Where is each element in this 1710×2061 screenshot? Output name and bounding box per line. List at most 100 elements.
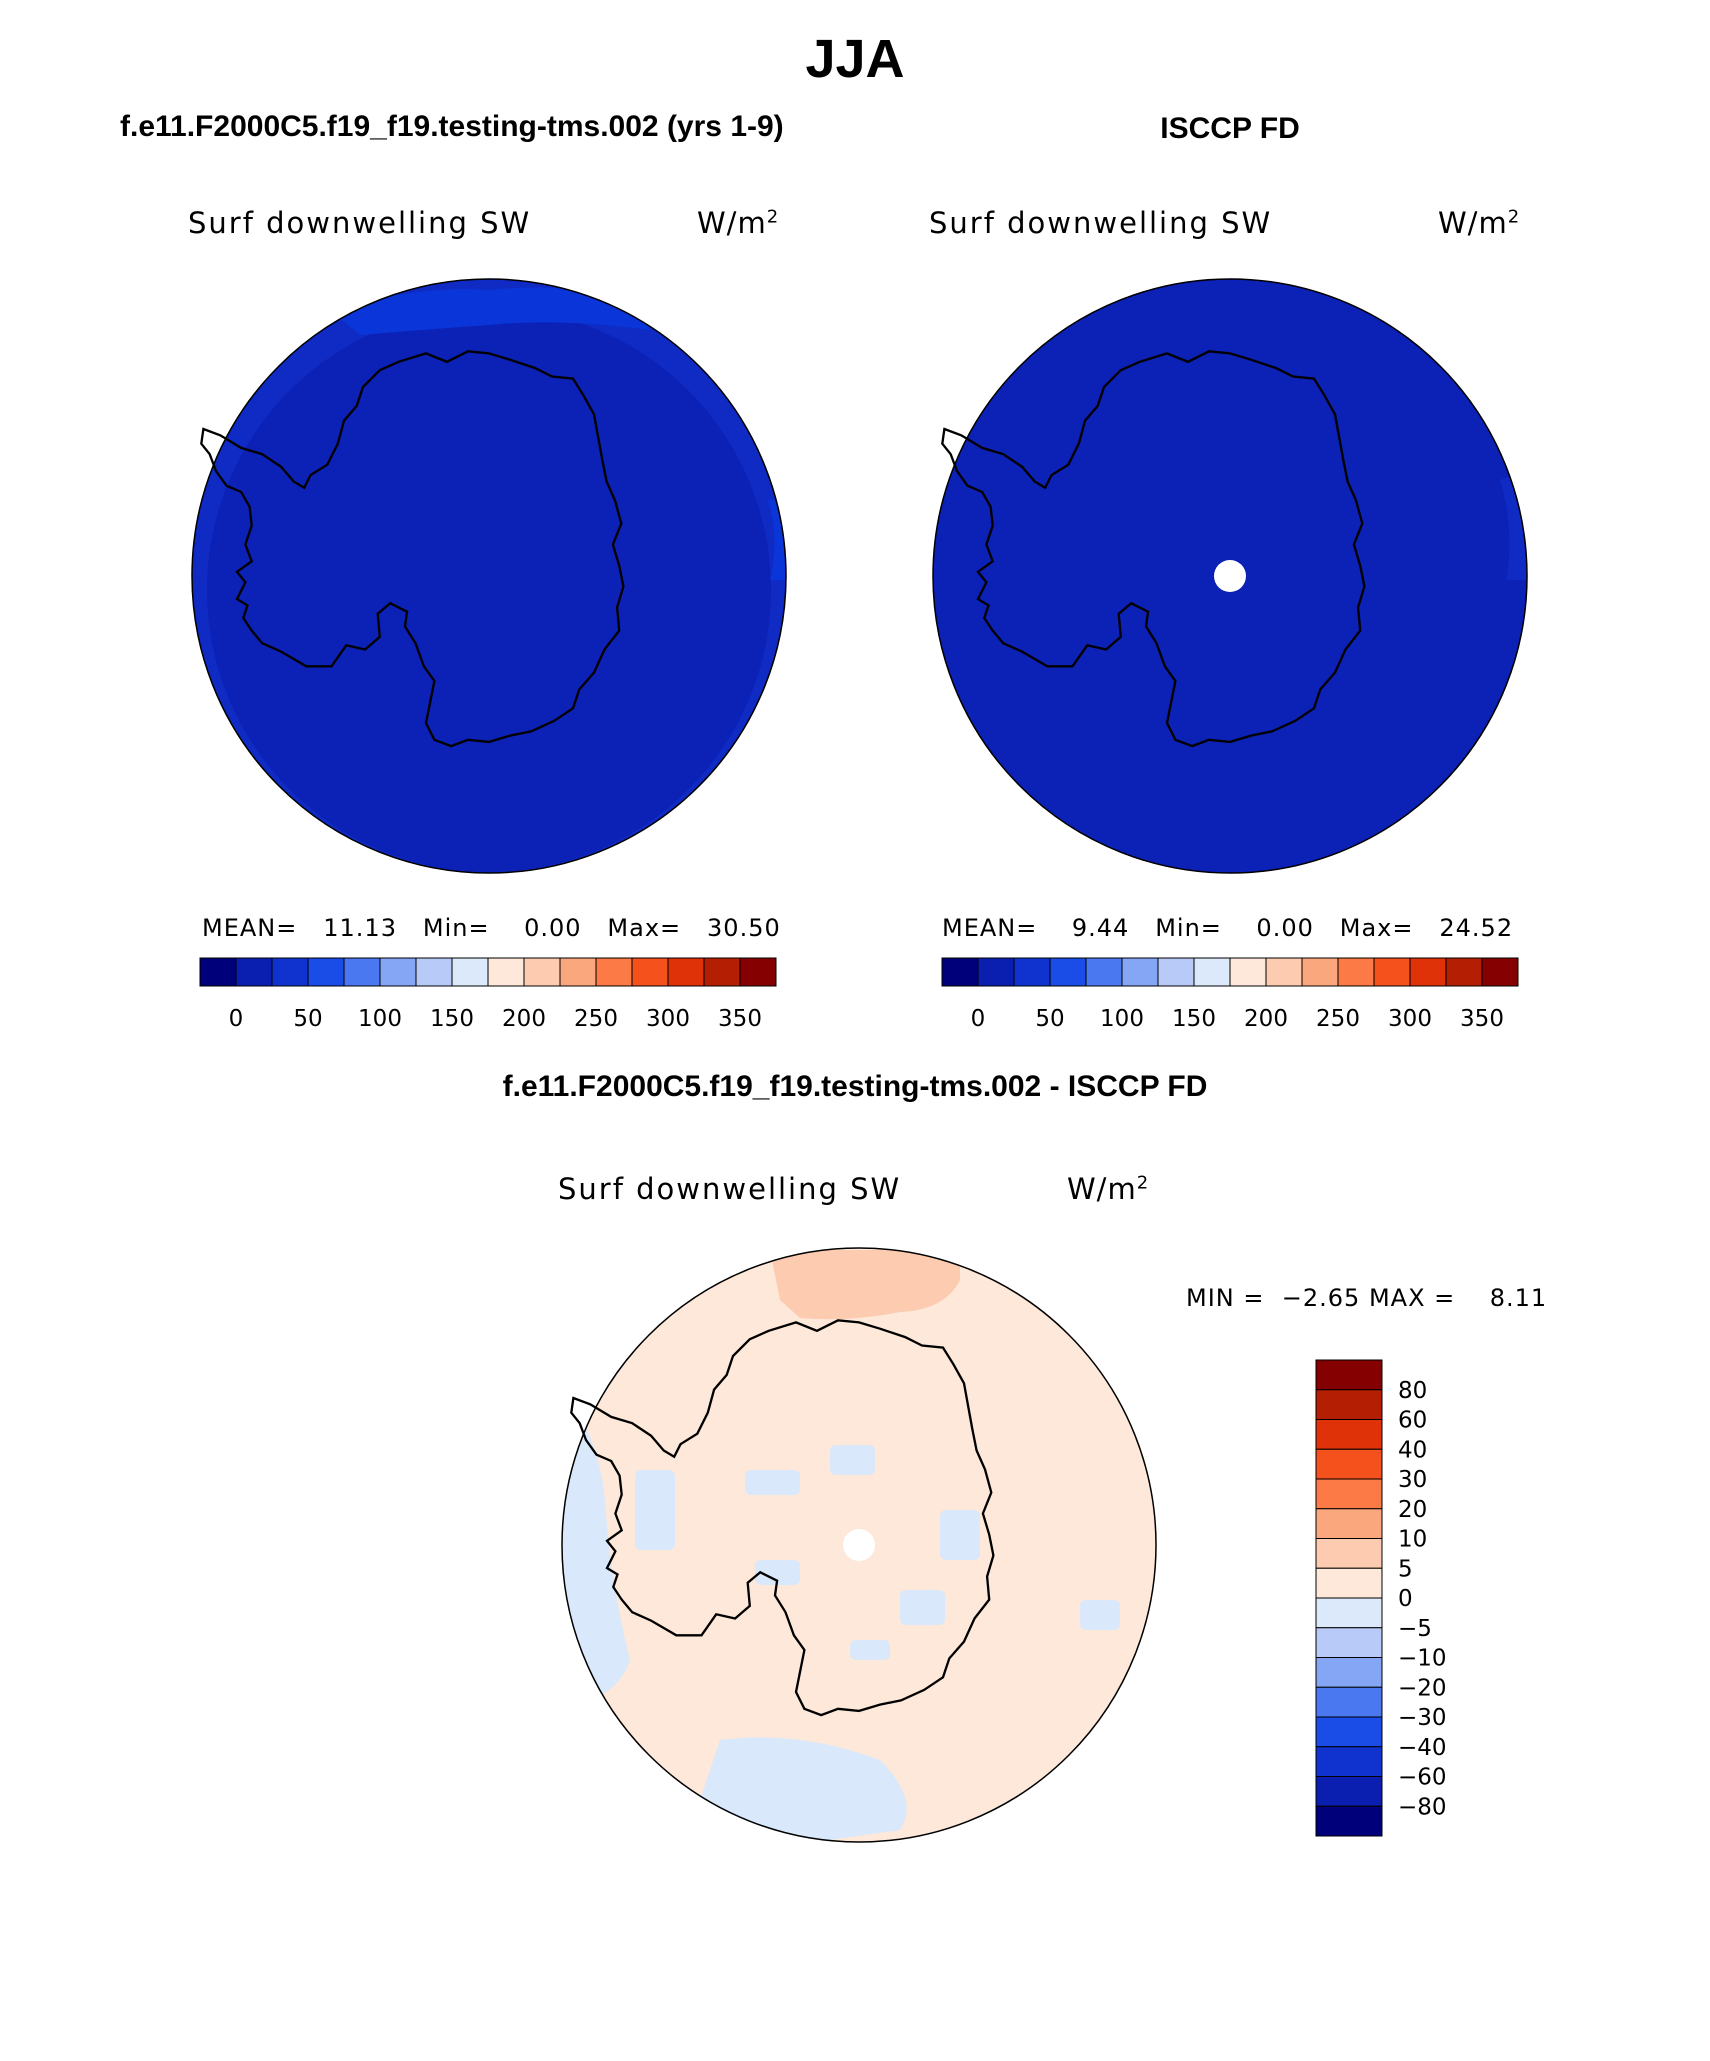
model-colorbar-tick-7: 350 xyxy=(718,1006,762,1032)
diff-variable-label: Surf downwelling SW xyxy=(558,1172,902,1206)
obs-max-label: Max= xyxy=(1339,914,1414,942)
diff-colorbar-tick-9: −10 xyxy=(1398,1646,1447,1672)
diff-colorbar-box-6 xyxy=(1315,1538,1383,1569)
obs-colorbar-box-15 xyxy=(1481,957,1519,987)
obs-colorbar-tick-6: 300 xyxy=(1388,1006,1432,1032)
obs-colorbar-tick-4: 200 xyxy=(1244,1006,1288,1032)
obs-units-label: W/m2 xyxy=(1438,206,1521,240)
diff-colorbar-box-4 xyxy=(1315,1478,1383,1510)
model-min-label: Min= xyxy=(422,914,490,942)
obs-map-border xyxy=(932,278,1528,874)
diff-max-label: MAX = xyxy=(1368,1284,1456,1312)
obs-colorbar-box-5 xyxy=(1121,957,1159,987)
diff-colorbar-box-8 xyxy=(1315,1597,1383,1629)
diff-colorbar-tick-6: 5 xyxy=(1398,1556,1413,1582)
obs-colorbar-tick-3: 150 xyxy=(1172,1006,1216,1032)
model-colorbar-tick-2: 100 xyxy=(358,1006,402,1032)
diff-colorbar-box-0 xyxy=(1315,1359,1383,1391)
diff-colorbar-tick-11: −30 xyxy=(1398,1705,1447,1731)
model-map-border xyxy=(191,278,787,874)
model-min-value: 0.00 xyxy=(524,914,582,942)
model-colorbar-box-8 xyxy=(487,957,525,987)
obs-colorbar-tick-7: 350 xyxy=(1460,1006,1504,1032)
obs-panel-title: ISCCP FD xyxy=(1160,112,1300,145)
model-colorbar-box-1 xyxy=(235,957,273,987)
diff-neg-patch-5 xyxy=(900,1590,945,1625)
figure-title: JJA xyxy=(805,29,905,89)
diff-colorbar-tick-4: 20 xyxy=(1398,1497,1427,1523)
diff-colorbar-tick-13: −60 xyxy=(1398,1765,1447,1791)
model-units-label: W/m2 xyxy=(697,206,780,240)
obs-colorbar-box-6 xyxy=(1157,957,1195,987)
model-max-value: 30.50 xyxy=(707,914,781,942)
diff-max-value: 8.11 xyxy=(1489,1284,1548,1312)
diff-colorbar-box-3 xyxy=(1315,1448,1383,1480)
model-colorbar-box-7 xyxy=(451,957,489,987)
obs-colorbar-box-12 xyxy=(1373,957,1411,987)
diff-colorbar-box-5 xyxy=(1315,1508,1383,1539)
model-map-field xyxy=(207,308,771,872)
model-colorbar-box-6 xyxy=(415,957,453,987)
diff-colorbar-tick-3: 30 xyxy=(1398,1467,1427,1493)
diff-min-label: MIN = xyxy=(1186,1284,1265,1312)
obs-min-value: 0.00 xyxy=(1256,914,1314,942)
diff-colorbar-tick-7: 0 xyxy=(1398,1586,1413,1612)
diff-colorbar-tick-14: −80 xyxy=(1398,1794,1447,1820)
model-colorbar-box-2 xyxy=(271,957,309,987)
diff-units-label: W/m2 xyxy=(1067,1172,1150,1206)
obs-colorbar-box-9 xyxy=(1265,957,1303,987)
model-max-label: Max= xyxy=(607,914,682,942)
obs-colorbar: 0 50 100 150 200 250 300 350 xyxy=(941,957,1519,1032)
obs-colorbar-box-10 xyxy=(1301,957,1339,987)
obs-colorbar-box-8 xyxy=(1229,957,1267,987)
diff-colorbar-box-14 xyxy=(1315,1776,1383,1807)
model-colorbar-tick-1: 50 xyxy=(293,1006,322,1032)
obs-colorbar-box-11 xyxy=(1337,957,1375,987)
model-stats: MEAN= 11.13 Min= 0.00 Max= 30.50 xyxy=(202,914,781,942)
model-colorbar-box-9 xyxy=(523,957,561,987)
obs-map xyxy=(932,278,1528,874)
obs-colorbar-box-7 xyxy=(1193,957,1231,987)
model-colorbar: 0 50 100 150 200 250 300 350 xyxy=(199,957,777,1032)
model-colorbar-box-14 xyxy=(703,957,741,987)
obs-colorbar-box-14 xyxy=(1445,957,1483,987)
diff-map-border xyxy=(561,1247,1157,1843)
diff-map xyxy=(561,1247,1157,1843)
diff-colorbar-tick-12: −40 xyxy=(1398,1735,1447,1761)
obs-colorbar-box-13 xyxy=(1409,957,1447,987)
obs-mean-label: MEAN= xyxy=(942,914,1038,942)
obs-max-value: 24.52 xyxy=(1439,914,1514,942)
obs-min-label: Min= xyxy=(1155,914,1222,942)
diff-neg-patch-4 xyxy=(940,1510,980,1560)
obs-stats: MEAN= 9.44 Min= 0.00 Max= 24.52 xyxy=(942,914,1513,942)
obs-missing-pole xyxy=(1214,560,1246,592)
diff-colorbar-tick-8: −5 xyxy=(1398,1616,1432,1642)
diff-colorbar-box-10 xyxy=(1315,1657,1383,1688)
diff-colorbar-box-7 xyxy=(1315,1567,1383,1599)
obs-colorbar-box-2 xyxy=(1013,957,1051,987)
diff-colorbar-tick-10: −20 xyxy=(1398,1675,1447,1701)
diff-min-value: −2.65 xyxy=(1281,1284,1361,1312)
diff-colorbar-tick-0: 80 xyxy=(1398,1378,1427,1404)
model-variable-label: Surf downwelling SW xyxy=(188,206,532,240)
diff-colorbar-box-1 xyxy=(1315,1389,1383,1420)
model-colorbar-box-13 xyxy=(667,957,705,987)
obs-colorbar-box-4 xyxy=(1085,957,1123,987)
obs-colorbar-box-1 xyxy=(977,957,1015,987)
obs-colorbar-tick-1: 50 xyxy=(1035,1006,1064,1032)
diff-pos-patch xyxy=(770,1250,960,1320)
obs-colorbar-tick-2: 100 xyxy=(1100,1006,1144,1032)
diff-panel-title: f.e11.F2000C5.f19_f19.testing-tms.002 - … xyxy=(502,1070,1208,1103)
diff-colorbar-box-15 xyxy=(1315,1805,1383,1837)
diff-stats: MIN = −2.65 MAX = 8.11 xyxy=(1186,1284,1547,1312)
diff-colorbar-tick-2: 40 xyxy=(1398,1437,1427,1463)
obs-colorbar-tick-5: 250 xyxy=(1316,1006,1360,1032)
diff-neg-patch-3 xyxy=(830,1445,875,1475)
model-colorbar-box-5 xyxy=(379,957,417,987)
model-colorbar-box-0 xyxy=(199,957,237,987)
model-colorbar-tick-4: 200 xyxy=(502,1006,546,1032)
model-colorbar-tick-5: 250 xyxy=(574,1006,618,1032)
diff-colorbar-box-9 xyxy=(1315,1627,1383,1658)
obs-colorbar-box-0 xyxy=(941,957,979,987)
